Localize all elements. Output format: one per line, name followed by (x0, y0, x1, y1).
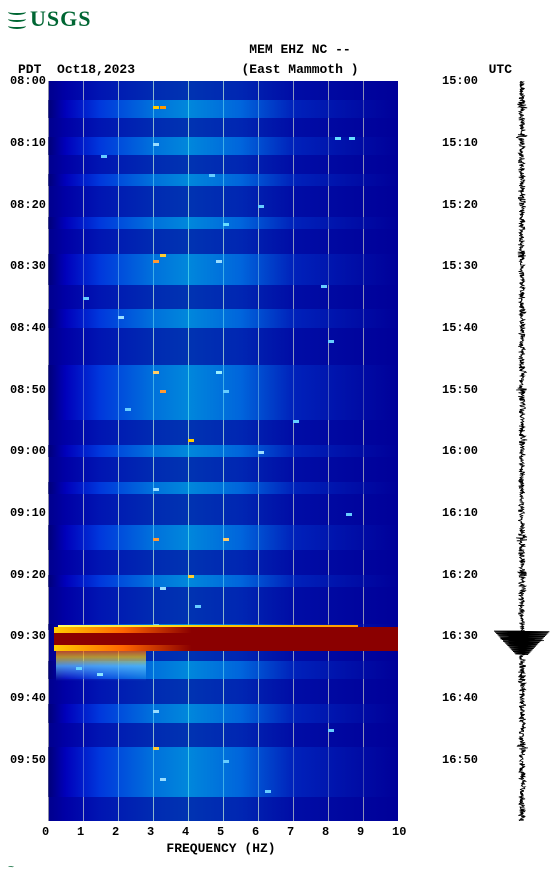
noise-band (48, 100, 398, 119)
speckle (160, 587, 166, 590)
noise-band (48, 482, 398, 494)
speckle (153, 143, 159, 146)
x-axis-ticks: 012345678910 (46, 821, 396, 839)
speckle (258, 451, 264, 454)
speckle (118, 316, 124, 319)
noise-band (48, 137, 398, 156)
x-axis-label: FREQUENCY (HZ) (46, 839, 396, 856)
speckle (188, 439, 194, 442)
speckle (346, 513, 352, 516)
speckle (328, 340, 334, 343)
speckle (160, 390, 166, 393)
usgs-logo-text: USGS (30, 6, 91, 32)
speckle (83, 297, 89, 300)
y-axis-left: 08:0008:1008:2008:3008:4008:5009:0009:10… (0, 81, 48, 821)
usgs-logo: USGS (0, 0, 552, 42)
seismic-event (48, 625, 398, 655)
noise-band (48, 254, 398, 285)
speckle (321, 285, 327, 288)
speckle (153, 371, 159, 374)
plot-area: 08:0008:1008:2008:3008:4008:5009:0009:10… (0, 81, 552, 821)
speckle (216, 260, 222, 263)
station-id: MEM EHZ NC -- (168, 42, 432, 58)
spectrogram-wrap (48, 81, 440, 821)
x-axis: 012345678910 FREQUENCY (HZ) (46, 821, 396, 857)
noise-band (48, 174, 398, 186)
speckle (153, 538, 159, 541)
speckle (125, 408, 131, 411)
speckle (209, 174, 215, 177)
speckle (160, 254, 166, 257)
spectrogram (48, 81, 398, 821)
speckle (349, 137, 355, 140)
noise-band (48, 704, 398, 723)
footer-mark: ~ (0, 857, 552, 874)
speckle (265, 790, 271, 793)
noise-band (48, 309, 398, 328)
speckle (153, 106, 159, 109)
speckle (223, 538, 229, 541)
speckle (101, 155, 107, 158)
speckle (258, 205, 264, 208)
noise-band (48, 445, 398, 457)
station-name: (East Mammoth ) (168, 62, 432, 78)
seismogram-event-burst (494, 631, 549, 654)
speckle (188, 575, 194, 578)
speckle (153, 488, 159, 491)
speckle (160, 778, 166, 781)
noise-band (48, 575, 398, 587)
speckle (223, 223, 229, 226)
speckle (153, 710, 159, 713)
speckle (223, 390, 229, 393)
speckle (153, 747, 159, 750)
speckle (216, 371, 222, 374)
speckle (293, 420, 299, 423)
speckle (335, 137, 341, 140)
header-line1: MEM EHZ NC -- (0, 42, 552, 58)
usgs-wave-icon (8, 9, 26, 29)
seismogram (492, 81, 552, 821)
seismogram-trace (500, 81, 544, 821)
speckle (328, 729, 334, 732)
speckle (153, 260, 159, 263)
speckle (223, 760, 229, 763)
date: Oct18,2023 (57, 62, 135, 77)
noise-band (48, 365, 398, 421)
noise-band (48, 747, 398, 796)
y-axis-right: 15:0015:1015:2015:3015:4015:5016:0016:10… (440, 81, 488, 821)
speckle (195, 605, 201, 608)
speckle (160, 106, 166, 109)
